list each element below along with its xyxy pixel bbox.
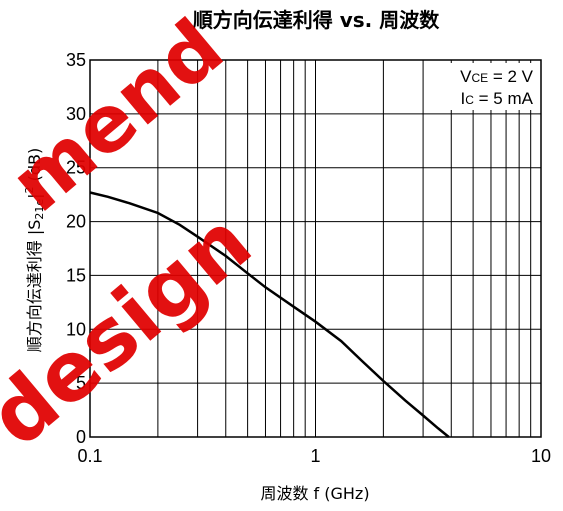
- annotation-vce: VCE = 2 V: [460, 67, 534, 86]
- y-axis-label-sub: 21e: [33, 199, 46, 220]
- y-axis-label: 順方向伝達利得 |S21e|2 (dB): [23, 148, 46, 353]
- y-tick-label: 0: [76, 427, 86, 447]
- y-tick-label: 30: [66, 104, 86, 124]
- annotation-vce-rest: = 2 V: [488, 67, 534, 86]
- x-tick-label: 1: [310, 446, 320, 466]
- x-tick-label: 0.1: [77, 446, 102, 466]
- y-tick-label: 20: [66, 212, 86, 232]
- grid: [90, 59, 541, 438]
- y-axis-label-sup: 2: [23, 186, 36, 193]
- annotation-ic-rest: = 5 mA: [474, 89, 534, 108]
- x-axis-label: 周波数 f (GHz): [260, 484, 369, 503]
- y-tick-label: 5: [76, 373, 86, 393]
- annotation-vce-sub: CE: [471, 71, 488, 85]
- y-axis-label-suffix: (dB): [25, 148, 44, 187]
- series-line: [89, 191, 450, 438]
- watermark-line-1: mend: [0, 3, 240, 230]
- x-axis: 0.1 1 10: [77, 446, 551, 466]
- plot-frame: [89, 59, 542, 438]
- y-tick-label: 10: [66, 319, 86, 339]
- y-axis-label-mid: |: [25, 193, 44, 198]
- annotation-vce-main: V: [460, 67, 472, 86]
- y-axis: 0 5 10 15 20 25 30 35: [66, 50, 86, 447]
- y-tick-label: 35: [66, 50, 86, 70]
- annotation-ic-sub: C: [465, 93, 474, 107]
- annotation-ic-main: I: [461, 89, 466, 108]
- y-axis-label-prefix: 順方向伝達利得 |S: [25, 220, 44, 353]
- annotation-box: VCE = 2 V IC = 5 mA: [427, 63, 538, 110]
- x-tick-label: 10: [531, 446, 551, 466]
- y-tick-label: 15: [66, 265, 86, 285]
- annotation-ic: IC = 5 mA: [461, 89, 534, 108]
- chart-title: 順方向伝達利得 vs. 周波数: [193, 8, 440, 32]
- annotation-bg: [427, 63, 538, 110]
- y-tick-label: 25: [66, 158, 86, 178]
